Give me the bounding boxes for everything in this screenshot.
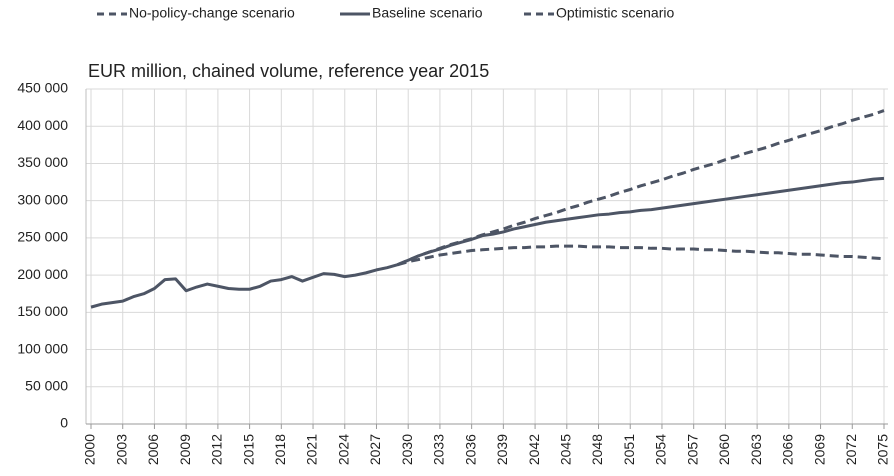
y-tick-label: 300 000 [17,191,68,207]
y-tick-label: 0 [60,415,68,431]
x-tick-label: 2075 [875,434,891,465]
series-line [397,109,885,267]
series-line [90,176,885,309]
x-tick-label: 2015 [240,434,256,465]
x-tick-label: 2021 [304,434,320,465]
x-tick-label: 2057 [684,434,700,465]
x-tick-label: 2024 [335,434,351,465]
x-tick-label: 2006 [145,434,161,465]
legend-label: Optimistic scenario [556,5,674,21]
x-tick-label: 2000 [82,434,98,465]
y-tick-label: 100 000 [17,340,68,356]
y-tick-label: 450 000 [17,80,68,96]
x-tick-label: 2033 [431,434,447,465]
x-tick-label: 2069 [811,434,827,465]
y-tick-label: 50 000 [25,377,68,393]
x-tick-label: 2030 [399,434,415,465]
series-line [397,244,885,267]
x-tick-label: 2012 [209,434,225,465]
x-tick-label: 2060 [716,434,732,465]
legend-label: No-policy-change scenario [129,5,295,21]
x-tick-label: 2003 [113,434,129,465]
x-tick-label: 2009 [177,434,193,465]
y-tick-label: 350 000 [17,154,68,170]
chart-subtitle: EUR million, chained volume, reference y… [88,61,489,81]
x-tick-label: 2018 [272,434,288,465]
x-tick-label: 2027 [367,434,383,465]
y-tick-label: 200 000 [17,266,68,282]
x-tick-label: 2054 [653,434,669,465]
y-tick-label: 400 000 [17,117,68,133]
x-tick-label: 2039 [494,434,510,465]
x-tick-label: 2066 [780,434,796,465]
legend-label: Baseline scenario [372,5,483,21]
x-tick-label: 2036 [462,434,478,465]
x-tick-label: 2045 [558,434,574,465]
y-tick-label: 250 000 [17,229,68,245]
x-tick-label: 2063 [748,434,764,465]
x-tick-label: 2072 [843,434,859,465]
y-tick-label: 150 000 [17,303,68,319]
x-tick-label: 2048 [589,434,605,465]
x-tick-label: 2051 [621,434,637,465]
x-tick-label: 2042 [526,434,542,465]
